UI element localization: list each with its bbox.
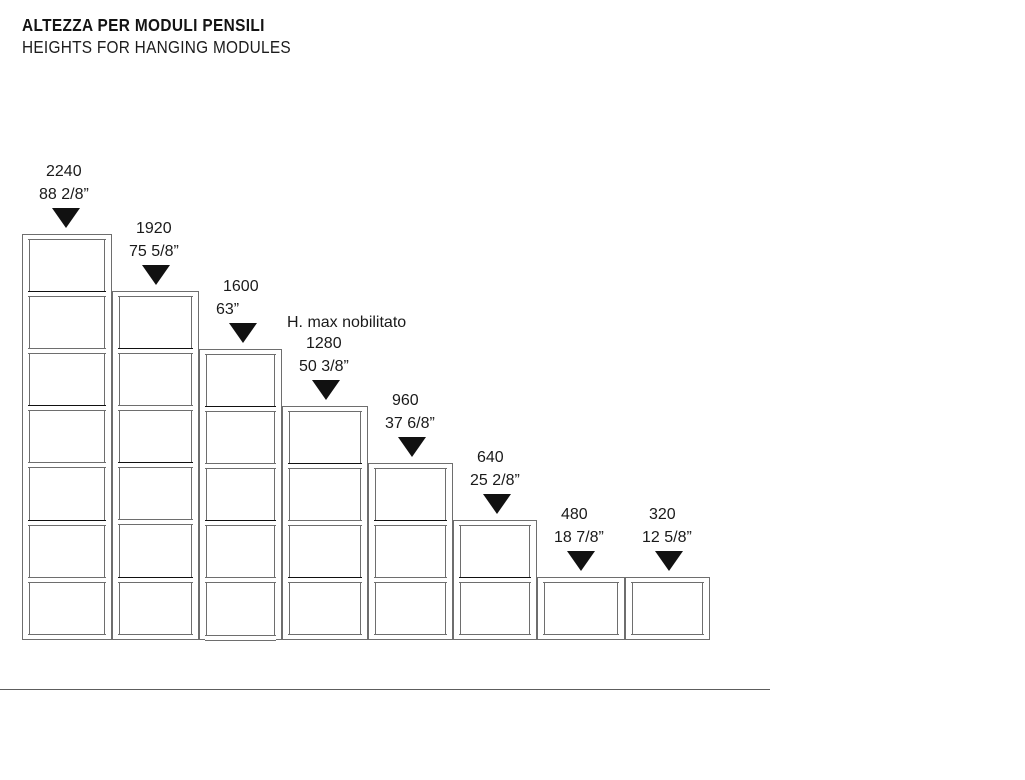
height-marker-triangle-icon (52, 208, 80, 229)
footer-divider (0, 689, 770, 690)
cabinet-shelf (205, 576, 276, 583)
cabinet-shelf (28, 520, 106, 527)
height-marker-triangle-icon (312, 379, 340, 400)
cabinet-bottom-board (118, 634, 193, 641)
cabinet-shelf (28, 348, 106, 355)
cabinet-top-board (631, 576, 704, 583)
cabinet-shelf (205, 405, 276, 412)
cabinet-top-board (28, 234, 106, 241)
cabinet-shelf (374, 519, 447, 526)
height-value-mm: 1280 (306, 334, 342, 352)
cabinet-side-panel-left (625, 576, 633, 640)
cabinet-side-panel-right (445, 462, 453, 640)
cabinet-elevation-drawing: 2240 88 2/8” 1920 75 5/8” 1600 63” H. max nobi… (22, 163, 710, 641)
cabinet-shelf (28, 291, 106, 298)
height-value-mm: 960 (392, 391, 419, 409)
cabinet-module-1600 (199, 348, 282, 641)
cabinet-side-panel-right (617, 576, 625, 640)
page-title-english: HEIGHTS FOR HANGING MODULES (22, 37, 291, 57)
cabinet-module-480 (537, 576, 625, 640)
height-value-mm: 480 (561, 505, 588, 523)
cabinet-shelf (459, 576, 531, 583)
cabinet-top-board (118, 291, 193, 298)
cabinet-module-2240 (22, 234, 112, 641)
height-value-inch: 25 2/8” (470, 471, 520, 489)
cabinet-bottom-board (459, 633, 531, 640)
height-marker-triangle-icon (229, 322, 257, 343)
cabinet-bottom-board (631, 633, 704, 640)
height-value-inch: 37 6/8” (385, 414, 435, 432)
height-value-inch: 88 2/8” (39, 186, 89, 204)
cabinet-bottom-board (205, 634, 276, 641)
cabinet-bottom-board (288, 633, 362, 640)
height-value-mm: 640 (477, 448, 504, 466)
height-value-inch: 12 5/8” (642, 528, 692, 546)
cabinet-shelf (118, 519, 193, 526)
height-value-mm: 2240 (46, 163, 82, 181)
height-marker-triangle-icon (142, 265, 170, 286)
cabinet-shelf (118, 348, 193, 355)
cabinet-shelf (118, 405, 193, 412)
cabinet-side-panel-right (702, 576, 710, 640)
cabinet-shelf (205, 519, 276, 526)
cabinet-module-640 (453, 519, 537, 640)
height-value-mm: 320 (649, 505, 676, 523)
height-marker-triangle-icon (567, 550, 595, 571)
cabinet-side-panel-left (199, 348, 207, 640)
cabinet-shelf (118, 462, 193, 469)
cabinet-shelf (288, 576, 362, 583)
cabinet-module-1920 (112, 291, 199, 641)
h-max-note: H. max nobilitato (287, 313, 407, 331)
cabinet-shelf (288, 519, 362, 526)
height-value-mm: 1600 (223, 277, 259, 295)
cabinet-shelf (288, 462, 362, 469)
height-value-inch: 50 3/8” (299, 357, 349, 375)
page-title: ALTEZZA PER MODULI PENSILI HEIGHTS FOR H… (22, 14, 328, 59)
cabinet-side-panel-right (104, 234, 112, 640)
cabinet-top-board (374, 462, 447, 469)
cabinet-top-board (205, 348, 276, 355)
cabinet-side-panel-left (22, 234, 30, 640)
height-value-inch: 18 7/8” (554, 528, 604, 546)
cabinet-module-960 (368, 462, 453, 640)
height-marker-triangle-icon (483, 493, 511, 514)
height-value-mm: 1920 (136, 220, 172, 238)
cabinet-top-board (543, 576, 619, 583)
cabinet-module-1280 (282, 405, 368, 640)
cabinet-shelf (28, 577, 106, 584)
height-marker-triangle-icon (655, 550, 683, 571)
cabinet-bottom-board (374, 633, 447, 640)
cabinet-shelf (205, 462, 276, 469)
cabinet-shelf (374, 576, 447, 583)
cabinet-shelf (28, 462, 106, 469)
cabinet-side-panel-left (537, 576, 545, 640)
cabinet-shelf (118, 577, 193, 584)
height-marker-triangle-icon (398, 436, 426, 457)
cabinet-shelf (28, 405, 106, 412)
cabinet-top-board (288, 405, 362, 412)
cabinet-side-panel-left (368, 462, 376, 640)
cabinet-side-panel-right (274, 348, 282, 640)
cabinet-module-320 (625, 576, 710, 640)
height-value-inch: 63” (216, 300, 240, 318)
height-value-inch: 75 5/8” (129, 243, 179, 261)
page-title-italian: ALTEZZA PER MODULI PENSILI (22, 15, 265, 35)
cabinet-top-board (459, 519, 531, 526)
cabinet-bottom-board (543, 633, 619, 640)
cabinet-bottom-board (28, 634, 106, 641)
